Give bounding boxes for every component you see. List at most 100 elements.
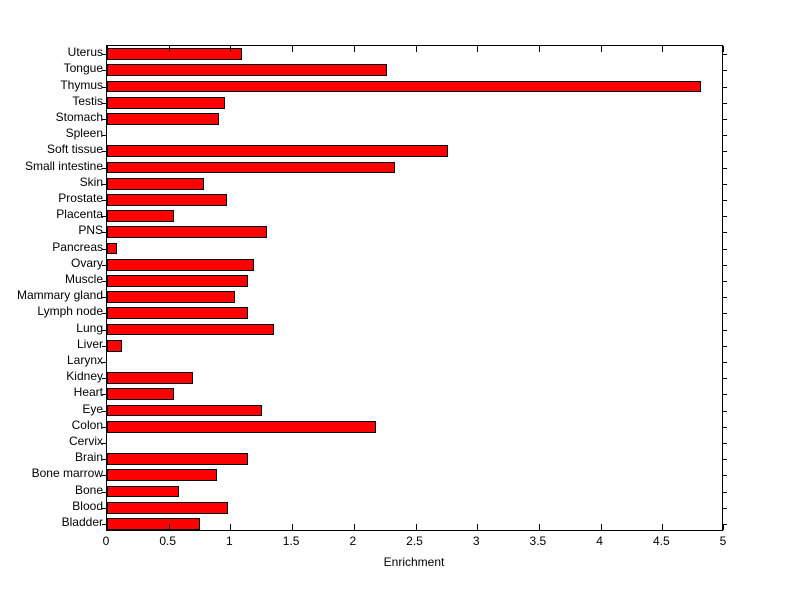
bar [107,258,254,271]
y-axis-tick-right [722,168,727,169]
y-axis-tick [102,232,107,233]
x-axis-tick-top [538,46,540,52]
y-axis-tick-right [722,70,727,71]
bar-row [107,226,722,239]
y-axis-label-heart: Heart [73,385,103,400]
bar [107,96,226,109]
y-axis-label-pancreas: Pancreas [52,239,103,254]
bar [107,242,117,255]
bar-row [107,258,722,271]
y-axis-tick-right [722,281,727,282]
bar [107,307,248,320]
y-axis-tick-right [722,87,727,88]
y-axis-label-eye: Eye [82,401,103,416]
y-axis-label-bladder: Bladder [61,514,103,529]
x-axis-tick [168,524,170,530]
bar-row [107,339,722,352]
y-axis-tick-right [722,249,727,250]
bar [107,161,395,174]
y-axis-tick-right [722,184,727,185]
y-axis-tick [102,524,107,525]
y-axis-tick-right [722,411,727,412]
y-axis-tick [102,475,107,476]
x-axis-tick-label: 5 [719,534,727,548]
bar-row [107,372,722,384]
y-axis-label-lung: Lung [76,320,103,335]
y-axis-tick-right [722,427,727,428]
bar [107,372,194,384]
x-axis-tick [292,524,294,530]
y-axis-tick-right [722,265,727,266]
y-axis-tick [102,508,107,509]
bar [107,275,248,287]
x-axis-tick-label: 4.5 [652,534,670,548]
y-axis-tick-right [722,313,727,314]
x-axis-tick-top [415,46,417,52]
y-axis-label-colon: Colon [71,417,103,432]
y-axis-tick [102,427,107,428]
y-axis-tick [102,54,107,55]
bar-row [107,323,722,336]
bar [107,339,122,352]
y-axis-tick-right [722,216,727,217]
y-axis-tick [102,249,107,250]
y-axis-tick-right [722,135,727,136]
y-axis-tick-right [722,492,727,493]
y-axis-tick [102,265,107,266]
bar-row [107,113,722,125]
bar-row [107,437,722,449]
bar [107,113,220,125]
y-axis-label-mammary-gland: Mammary gland [16,288,103,303]
x-axis-tick-label: 0.5 [159,534,177,548]
bars-layer [107,46,722,530]
x-axis-tick [662,524,664,530]
y-axis-tick [102,135,107,136]
y-axis-tick [102,103,107,104]
bar [107,145,448,158]
bar-row [107,242,722,255]
y-axis-label-spleen: Spleen [65,126,103,141]
y-axis-tick [102,443,107,444]
bar-row [107,48,722,60]
y-axis-label-muscle: Muscle [64,271,103,286]
plot-area [102,45,727,531]
bar [107,210,174,222]
bar [107,323,274,336]
y-axis-tick-right [722,232,727,233]
y-axis-tick-right [722,378,727,379]
bar-row [107,420,722,433]
y-axis-tick-right [722,151,727,152]
bar [107,194,227,206]
y-axis-tick [102,492,107,493]
y-axis-tick [102,411,107,412]
bar-row [107,356,722,368]
y-axis-category-labels: Uterus Tongue Thymus Testis Stomach Spleen Sof… [0,45,103,531]
y-axis-tick [102,346,107,347]
bar [107,404,263,417]
x-axis-tick-top [477,46,479,52]
y-axis-tick [102,459,107,460]
bar-row [107,80,722,93]
y-axis-tick [102,200,107,201]
bar-row [107,177,722,190]
bar [107,501,228,514]
x-axis-tick-label: 3.5 [529,534,547,548]
x-axis-label: Enrichment [383,555,445,569]
y-axis-tick [102,119,107,120]
x-axis-tick-top [353,46,355,52]
y-axis-label-ovary: Ovary [70,255,103,270]
y-axis-label-thymus: Thymus [60,77,103,92]
bar [107,469,217,482]
bar [107,388,174,401]
y-axis-tick [102,70,107,71]
bar-row [107,518,722,530]
y-axis-tick-right [722,443,727,444]
y-axis-tick [102,394,107,395]
y-axis-tick [102,87,107,88]
y-axis-label-cervix: Cervix [68,433,103,448]
y-axis-tick [102,168,107,169]
bar [107,485,179,498]
y-axis-tick-right [722,394,727,395]
y-axis-tick [102,313,107,314]
y-axis-label-soft-tissue: Soft tissue [46,142,103,157]
